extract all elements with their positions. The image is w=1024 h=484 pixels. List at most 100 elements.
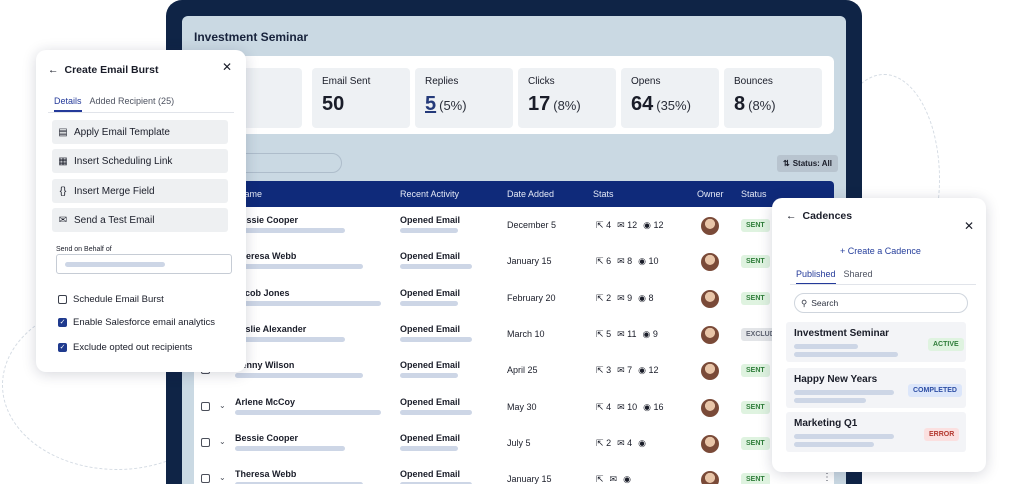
apply-email-template-button[interactable]: ▤ Apply Email Template — [52, 120, 228, 144]
stat-label: Bounces — [734, 76, 773, 87]
placeholder-bar — [400, 336, 472, 342]
view-stat: ◉ 16 — [643, 402, 663, 413]
avatar — [701, 471, 719, 484]
status-badge: SENT — [741, 436, 770, 450]
cadences-tabs: Published Shared — [796, 269, 873, 285]
recipient-name[interactable]: Jacob Jones — [235, 287, 290, 298]
more-options-icon[interactable]: ⋮ — [822, 472, 832, 484]
recipient-name[interactable]: Bessie Cooper — [235, 215, 299, 225]
row-stats: ⇱ 2 ✉ 9 ◉ 8 — [596, 293, 654, 304]
send-test-email-button[interactable]: ✉ Send a Test Email — [52, 208, 228, 232]
recent-activity: Opened Email — [400, 469, 461, 480]
pointer-icon: ⇱ — [596, 220, 604, 230]
status-badge: SENT — [741, 219, 770, 232]
close-icon[interactable]: ✕ — [963, 219, 974, 233]
send-on-behalf-field[interactable] — [56, 254, 232, 274]
eye-icon: ◉ — [623, 474, 631, 484]
eye-icon: ◉ — [643, 220, 652, 230]
table-search-input[interactable] — [230, 153, 342, 173]
cadence-item[interactable]: Marketing Q1 ERROR — [786, 412, 966, 452]
checkbox-checked[interactable]: ✓ — [58, 343, 67, 352]
recipient-name[interactable]: Theresa Webb — [235, 469, 297, 480]
pointer-icon: ⇱ — [596, 256, 604, 267]
mail-icon: ✉ — [617, 328, 625, 339]
tab-shared[interactable]: Shared — [843, 269, 873, 279]
row-checkbox[interactable] — [201, 474, 210, 484]
recipient-name[interactable]: Kenny Wilson — [235, 360, 295, 371]
table-row[interactable]: ⌄ Bessie Cooper Opened Email July 5 ⇱ 2 ✉ 4 ◉ … — [194, 427, 834, 463]
column-header-owner[interactable]: Owner — [697, 189, 724, 199]
click-count: 6 — [606, 256, 612, 267]
replies-link[interactable]: 5 — [425, 93, 437, 115]
recent-activity: Opened Email — [400, 251, 461, 262]
status-badge: SENT — [741, 291, 770, 305]
tab-details[interactable]: Details — [54, 96, 82, 112]
eye-icon: ◉ — [642, 328, 651, 339]
mail-count: 4 — [627, 437, 633, 448]
click-count: 4 — [606, 401, 612, 412]
stat-email-sent: Email Sent 50 — [312, 68, 410, 128]
create-cadence-button[interactable]: + Create a Cadence — [840, 246, 921, 256]
cadence-item[interactable]: Happy New Years COMPLETED — [786, 368, 966, 408]
click-stat: ⇱ 4 — [596, 402, 611, 413]
recent-activity: Opened Email — [400, 396, 461, 407]
chevron-down-icon[interactable]: ⌄ — [219, 436, 226, 446]
status-filter-button[interactable]: ⇅ Status: All — [777, 155, 838, 172]
tab-published[interactable]: Published — [796, 269, 836, 285]
cadence-item[interactable]: Investment Seminar ACTIVE — [786, 322, 966, 362]
stat-label: Clicks — [528, 76, 555, 87]
checkbox-checked[interactable]: ✓ — [58, 318, 67, 327]
checkbox[interactable] — [58, 295, 67, 304]
column-header-recent-activity[interactable]: Recent Activity — [400, 189, 460, 199]
table-row[interactable]: ⌄ Arlene McCoy Opened Email May 30 ⇱ 4 ✉ 10 ◉ … — [194, 391, 834, 427]
column-header-date-added[interactable]: Date Added — [507, 189, 555, 199]
stat-percent: (8%) — [748, 98, 776, 113]
cadence-title: Marketing Q1 — [794, 418, 858, 429]
table-row[interactable]: ⌄ Theresa Webb Opened Email January 15 ⇱ ✉ ◉… — [194, 463, 834, 484]
cadences-header: ← Cadences — [786, 210, 852, 222]
date-added: January 15 — [507, 474, 552, 484]
close-icon[interactable]: ✕ — [221, 60, 232, 74]
chevron-down-icon[interactable]: ⌄ — [219, 400, 226, 410]
recipient-name[interactable]: Bessie Cooper — [235, 432, 299, 443]
mail-count: 7 — [627, 365, 633, 376]
stat-value: 50 — [322, 93, 345, 115]
search-placeholder: Search — [811, 298, 839, 308]
exclude-opted-out-option[interactable]: ✓ Exclude opted out recipients — [58, 342, 192, 353]
click-count: 4 — [606, 220, 612, 230]
insert-merge-field-button[interactable]: {} Insert Merge Field — [52, 179, 228, 203]
chevron-down-icon[interactable]: ⌄ — [219, 473, 226, 483]
recipient-name[interactable]: Arlene McCoy — [235, 396, 296, 407]
stats-summary: Total Recipients 32 Email Sent 50 Replie… — [194, 56, 834, 134]
row-checkbox[interactable] — [201, 401, 210, 411]
tab-added-recipient[interactable]: Added Recipient (25) — [89, 96, 175, 106]
column-header-stats[interactable]: Stats — [593, 189, 614, 199]
recipient-name[interactable]: Theresa Webb — [235, 251, 297, 262]
stat-value: 64 — [631, 93, 654, 115]
view-count: 8 — [648, 292, 654, 303]
recipient-name[interactable]: Leslie Alexander — [235, 323, 307, 334]
back-arrow-icon[interactable]: ← — [786, 210, 797, 222]
avatar — [701, 289, 719, 308]
pointer-icon: ⇱ — [596, 292, 604, 303]
enable-salesforce-analytics-option[interactable]: ✓ Enable Salesforce email analytics — [58, 317, 215, 328]
row-checkbox[interactable] — [201, 437, 210, 447]
placeholder-bar — [400, 300, 458, 306]
status-badge: SENT — [741, 400, 770, 414]
column-header-status[interactable]: Status — [741, 189, 767, 199]
cadences-title: Cadences — [802, 210, 853, 222]
cadence-search-input[interactable]: ⚲ Search — [794, 293, 968, 313]
calendar-icon: ▦ — [58, 155, 68, 167]
placeholder-bar — [235, 264, 363, 270]
schedule-email-burst-option[interactable]: Schedule Email Burst — [58, 294, 164, 305]
insert-scheduling-link-button[interactable]: ▦ Insert Scheduling Link — [52, 149, 228, 173]
back-arrow-icon[interactable]: ← — [48, 64, 59, 76]
row-stats: ⇱ 5 ✉ 11 ◉ 9 — [596, 329, 658, 340]
view-count: 10 — [648, 256, 659, 267]
column-header-name[interactable]: Name — [238, 189, 263, 199]
